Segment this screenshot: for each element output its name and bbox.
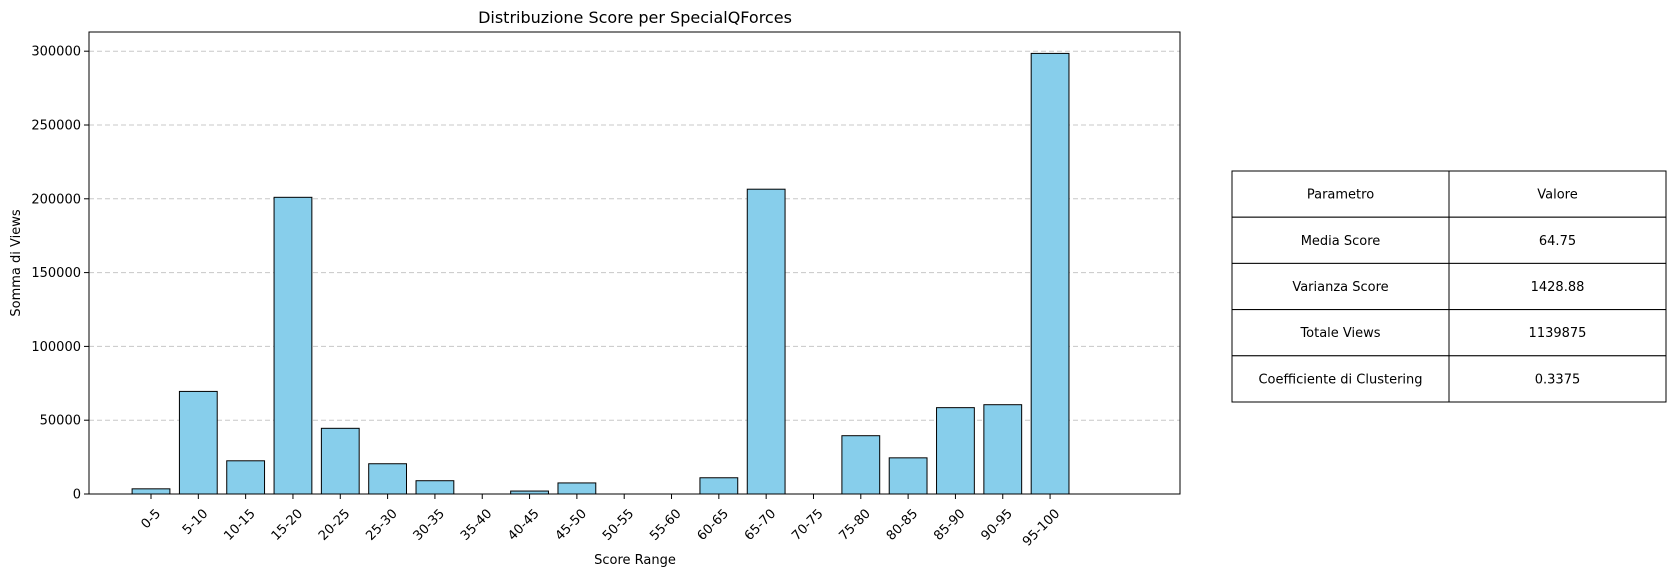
table-cell-text: 1428.88	[1531, 280, 1585, 295]
x-tick-label: 55-60	[647, 506, 684, 543]
x-tick-label: 10-15	[221, 506, 258, 543]
bar	[557, 482, 597, 495]
table-cell-text: Varianza Score	[1292, 280, 1388, 295]
table-cell-text: Media Score	[1301, 234, 1381, 249]
x-tick-label: 5-10	[180, 506, 211, 537]
bars	[131, 52, 1070, 495]
table-cell	[1231, 262, 1450, 311]
y-axis: 0 50000 100000 150000 200000 250000 300000	[31, 45, 89, 503]
x-tick-label: 65-70	[742, 506, 779, 543]
bar	[699, 477, 739, 495]
table-cell	[1448, 262, 1667, 311]
y-tick-label: 300000	[31, 45, 81, 60]
x-tick-label: 80-85	[884, 506, 921, 543]
table-cell-text: 0.3375	[1535, 372, 1581, 387]
x-tick-label: 30-35	[411, 506, 448, 543]
table-cell	[1448, 216, 1667, 264]
bar	[131, 488, 171, 495]
x-tick-label: 85-90	[931, 506, 968, 543]
x-tick-label: 95-100	[1020, 506, 1063, 549]
chart-title: Distribuzione Score per SpecialQForces	[478, 8, 792, 27]
table-header-text: Parametro	[1307, 188, 1374, 203]
y-tick-label: 250000	[31, 118, 81, 133]
bar	[936, 407, 975, 495]
x-tick-label: 0-5	[138, 506, 164, 532]
table-cell	[1448, 309, 1667, 357]
y-tick-label: 100000	[31, 340, 81, 355]
x-tick-label: 45-50	[553, 506, 590, 543]
bar	[983, 404, 1023, 495]
x-axis: 0-5 5-10 10-15 15-20 20-25 25-30 30-35 35-40 40-…	[138, 494, 1063, 550]
x-tick-label: 70-75	[789, 506, 826, 543]
x-tick-label: 20-25	[316, 506, 353, 543]
x-tick-label: 60-65	[695, 506, 732, 543]
table-cell	[1448, 355, 1667, 403]
x-tick-label: 50-55	[600, 506, 637, 543]
table-cell-text: Coefficiente di Clustering	[1258, 372, 1422, 387]
x-axis-label: Score Range	[594, 553, 676, 568]
y-tick-label: 150000	[31, 266, 81, 281]
stats-table: Parametro Valore Media Score 64.75 Varianza …	[1231, 170, 1667, 403]
bar	[178, 390, 218, 495]
bar	[320, 427, 360, 495]
plot-frame	[88, 31, 1181, 495]
x-tick-label: 40-45	[505, 506, 542, 543]
table-cell-text: 64.75	[1539, 234, 1576, 249]
x-tick-label: 15-20	[269, 506, 306, 543]
bar	[273, 196, 313, 495]
bar	[226, 460, 266, 495]
bar	[841, 435, 881, 495]
x-tick-label: 75-80	[837, 506, 874, 543]
bar	[746, 188, 786, 495]
x-tick-label: 90-95	[978, 506, 1015, 543]
x-tick-label: 25-30	[363, 506, 400, 543]
table-cell	[1231, 216, 1450, 264]
y-tick-label: 200000	[31, 192, 81, 207]
bar	[888, 457, 928, 495]
y-axis-label: Somma di Views	[9, 209, 24, 316]
bar	[368, 463, 408, 495]
y-tick-label: 50000	[40, 414, 81, 429]
x-tick-label: 35-40	[458, 506, 495, 543]
y-tick-label: 0	[73, 488, 81, 503]
bar	[1030, 52, 1070, 495]
bar	[415, 480, 455, 495]
table-cell-text: Totale Views	[1299, 326, 1380, 341]
table-cell	[1231, 309, 1450, 357]
table-cell-text: 1139875	[1529, 326, 1587, 341]
table-cell	[1231, 355, 1450, 403]
table-header-text: Valore	[1537, 188, 1577, 203]
